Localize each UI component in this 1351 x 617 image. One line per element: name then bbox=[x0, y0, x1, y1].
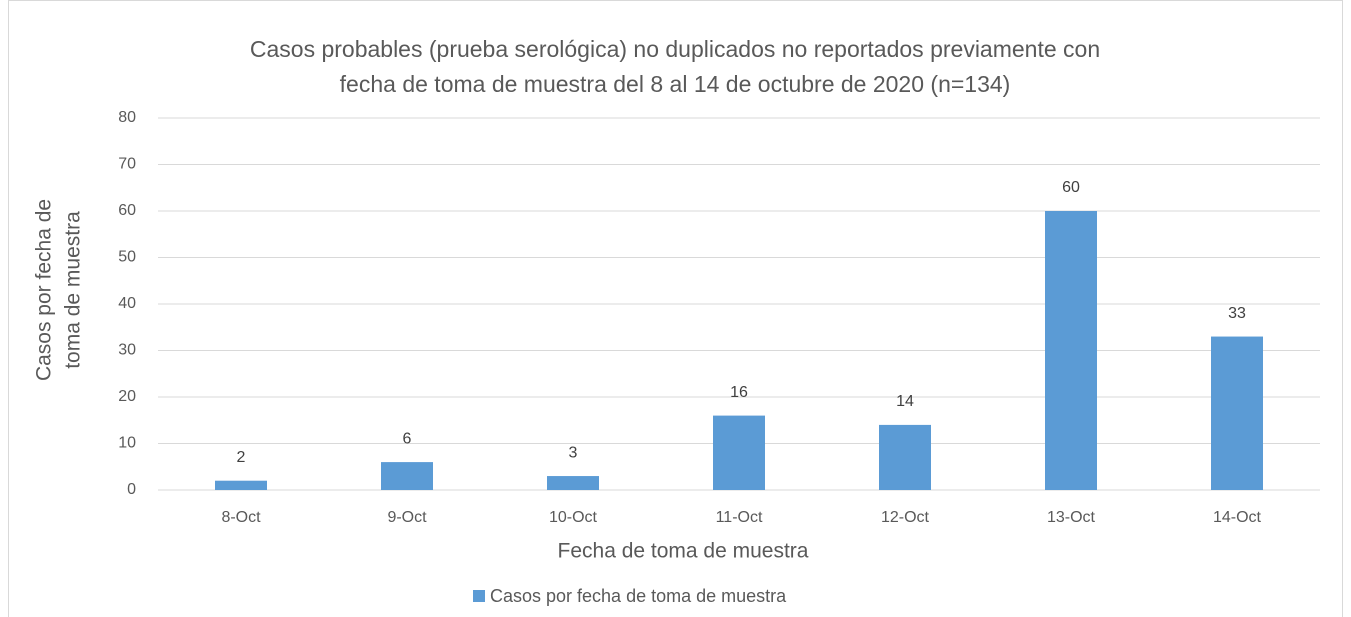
y-tick-label: 60 bbox=[118, 202, 136, 219]
bar bbox=[1045, 211, 1097, 490]
chart-frame bbox=[8, 0, 1343, 617]
bar bbox=[879, 424, 931, 490]
bar bbox=[215, 480, 267, 490]
legend-label: Casos por fecha de toma de muestra bbox=[490, 586, 787, 606]
y-axis-title: toma de muestra bbox=[62, 211, 85, 369]
y-tick-label: 50 bbox=[118, 249, 136, 266]
x-tick-label: 8-Oct bbox=[221, 509, 261, 526]
y-tick-label: 80 bbox=[118, 109, 136, 126]
x-tick-label: 14-Oct bbox=[1213, 509, 1262, 526]
y-tick-label: 10 bbox=[118, 435, 136, 452]
legend-swatch bbox=[473, 590, 485, 602]
chart-title: fecha de toma de muestra del 8 al 14 de … bbox=[340, 71, 1011, 97]
data-label: 6 bbox=[403, 430, 412, 447]
x-axis-title: Fecha de toma de muestra bbox=[558, 540, 809, 563]
x-tick-label: 13-Oct bbox=[1047, 509, 1096, 526]
x-tick-label: 11-Oct bbox=[716, 509, 763, 526]
data-label: 60 bbox=[1062, 179, 1080, 196]
y-tick-label: 20 bbox=[118, 388, 136, 405]
data-label: 2 bbox=[237, 449, 246, 466]
bar bbox=[381, 462, 433, 490]
x-tick-label: 9-Oct bbox=[387, 509, 427, 526]
bar bbox=[713, 415, 765, 490]
y-tick-label: 30 bbox=[118, 342, 136, 359]
y-tick-label: 70 bbox=[118, 156, 136, 173]
y-tick-label: 40 bbox=[118, 295, 136, 312]
data-label: 33 bbox=[1228, 305, 1246, 322]
data-label: 16 bbox=[730, 384, 748, 401]
x-tick-label: 10-Oct bbox=[549, 509, 598, 526]
bar bbox=[1211, 336, 1263, 490]
bar bbox=[547, 476, 599, 490]
y-axis-title: Casos por fecha de bbox=[33, 199, 56, 381]
y-tick-label: 0 bbox=[127, 481, 136, 498]
chart-title: Casos probables (prueba serológica) no d… bbox=[250, 36, 1100, 62]
data-label: 14 bbox=[896, 393, 914, 410]
data-label: 3 bbox=[569, 444, 578, 461]
x-tick-label: 12-Oct bbox=[881, 509, 930, 526]
